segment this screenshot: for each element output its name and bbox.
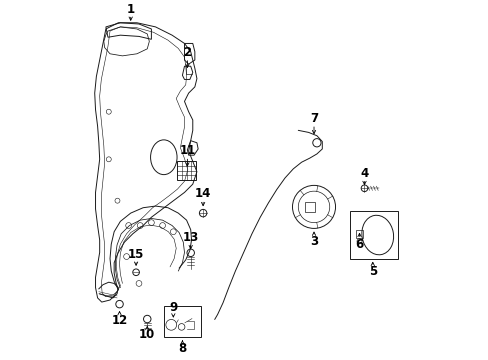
Bar (305, 202, 315, 212)
Text: 8: 8 (178, 342, 186, 355)
Text: 11: 11 (179, 144, 195, 157)
Text: 4: 4 (360, 167, 368, 180)
Text: 15: 15 (128, 248, 144, 261)
Text: 9: 9 (169, 301, 177, 314)
Bar (177, 161, 196, 180)
Bar (355, 230, 362, 238)
Text: 13: 13 (182, 231, 199, 244)
Text: 3: 3 (309, 235, 317, 248)
Bar (349, 211, 397, 258)
Text: 7: 7 (309, 112, 317, 125)
Text: 6: 6 (355, 238, 363, 252)
Text: 1: 1 (126, 3, 135, 15)
Text: 14: 14 (195, 187, 211, 200)
Text: 5: 5 (368, 265, 376, 278)
Text: 12: 12 (111, 314, 127, 327)
Text: 2: 2 (183, 46, 191, 59)
Bar (163, 306, 201, 337)
Text: 10: 10 (139, 328, 155, 341)
